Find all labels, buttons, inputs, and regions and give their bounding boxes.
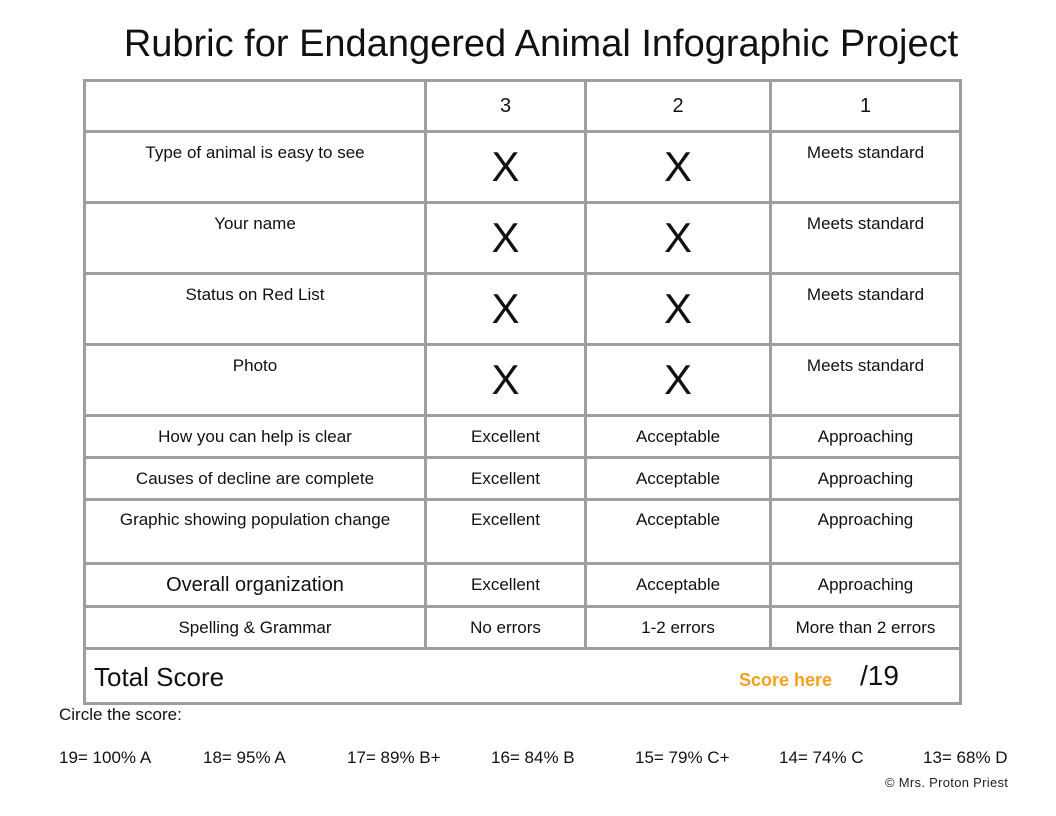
score-3-cell[interactable]: Excellent	[424, 498, 587, 565]
table-row: Overall organization Excellent Acceptabl…	[83, 562, 962, 608]
criterion-label: Spelling & Grammar	[83, 605, 427, 650]
x-mark-icon: X	[491, 356, 520, 403]
score-2-cell[interactable]: Acceptable	[584, 414, 772, 459]
header-criterion	[83, 79, 427, 133]
criterion-label: Your name	[214, 214, 296, 233]
score-2-cell[interactable]: Acceptable	[584, 456, 772, 501]
header-score-3: 3	[424, 79, 587, 133]
page-title: Rubric for Endangered Animal Infographic…	[123, 23, 959, 65]
table-row: How you can help is clear Excellent Acce…	[83, 414, 962, 459]
score-3-cell[interactable]: X	[424, 130, 587, 204]
criterion-label: Graphic showing population change	[119, 510, 391, 529]
circle-instruction: Circle the score:	[59, 705, 182, 724]
criterion-label: Photo	[232, 356, 278, 375]
score-2-cell[interactable]: X	[584, 130, 772, 204]
score-2-text: Acceptable	[635, 510, 721, 529]
score-1-cell[interactable]: Meets standard	[769, 272, 962, 346]
score-2-cell[interactable]: X	[584, 343, 772, 417]
total-score-container: Total Score Score here /19	[86, 650, 959, 702]
score-2-cell[interactable]: Acceptable	[584, 498, 772, 565]
x-mark-icon: X	[491, 285, 520, 332]
grade-option[interactable]: 16= 84% B	[491, 748, 575, 767]
score-input-placeholder[interactable]: Score here	[739, 670, 833, 690]
score-1-cell[interactable]: Approaching	[769, 498, 962, 565]
grade-option[interactable]: 13= 68% D	[923, 748, 1008, 767]
criterion-label: How you can help is clear	[83, 414, 427, 459]
header-score-1: 1	[769, 79, 962, 133]
score-3-cell[interactable]: X	[424, 343, 587, 417]
table-row: Your name X X Meets standard	[83, 201, 962, 275]
score-2-cell[interactable]: 1-2 errors	[584, 605, 772, 650]
x-mark-icon: X	[663, 214, 692, 261]
total-score-label: Total Score	[94, 662, 225, 692]
x-mark-icon: X	[491, 214, 520, 261]
score-1-cell[interactable]: Meets standard	[769, 343, 962, 417]
x-mark-icon: X	[491, 143, 520, 190]
criterion-label: Causes of decline are complete	[83, 456, 427, 501]
x-mark-icon: X	[663, 285, 692, 332]
score-1-cell[interactable]: More than 2 errors	[769, 605, 962, 650]
criterion-label: Type of animal is easy to see	[145, 143, 365, 162]
grading-scale: 19= 100% A 18= 95% A 17= 89% B+ 16= 84% …	[0, 748, 1056, 770]
score-2-cell[interactable]: X	[584, 201, 772, 275]
score-3-cell[interactable]: Excellent	[424, 562, 587, 608]
score-1-cell[interactable]: Meets standard	[769, 201, 962, 275]
total-score-row: Total Score Score here /19	[83, 647, 962, 705]
grade-option[interactable]: 17= 89% B+	[347, 748, 441, 767]
score-3-cell[interactable]: X	[424, 201, 587, 275]
score-2-cell[interactable]: Acceptable	[584, 562, 772, 608]
table-row: Spelling & Grammar No errors 1-2 errors …	[83, 605, 962, 650]
score-1-text: Meets standard	[806, 285, 925, 304]
score-max: /19	[860, 660, 899, 691]
grade-option[interactable]: 14= 74% C	[779, 748, 864, 767]
score-3-cell[interactable]: X	[424, 272, 587, 346]
header-score-2: 2	[584, 79, 772, 133]
table-row: Status on Red List X X Meets standard	[83, 272, 962, 346]
table-row: Graphic showing population change Excell…	[83, 498, 962, 565]
table-row: Photo X X Meets standard	[83, 343, 962, 417]
rubric-table: 3 2 1 Type of animal is easy to see X X …	[83, 79, 962, 705]
score-1-text: Meets standard	[806, 214, 925, 233]
score-1-text: Meets standard	[806, 356, 925, 375]
score-1-text: Approaching	[817, 510, 914, 529]
score-1-cell[interactable]: Meets standard	[769, 130, 962, 204]
criterion-label: Status on Red List	[185, 285, 325, 304]
score-1-text: Meets standard	[806, 143, 925, 162]
table-row: Type of animal is easy to see X X Meets …	[83, 130, 962, 204]
header-row: 3 2 1	[83, 79, 962, 133]
score-3-cell[interactable]: Excellent	[424, 414, 587, 459]
copyright-notice: © Mrs. Proton Priest	[885, 775, 1009, 790]
score-3-cell[interactable]: No errors	[424, 605, 587, 650]
score-1-cell[interactable]: Approaching	[769, 562, 962, 608]
table-row: Causes of decline are complete Excellent…	[83, 456, 962, 501]
score-2-cell[interactable]: X	[584, 272, 772, 346]
grade-option[interactable]: 15= 79% C+	[635, 748, 730, 767]
x-mark-icon: X	[663, 143, 692, 190]
grade-option[interactable]: 18= 95% A	[203, 748, 286, 767]
grade-option[interactable]: 19= 100% A	[59, 748, 152, 767]
score-3-text: Excellent	[471, 510, 540, 529]
x-mark-icon: X	[663, 356, 692, 403]
criterion-label: Overall organization	[83, 562, 427, 608]
score-3-cell[interactable]: Excellent	[424, 456, 587, 501]
score-1-cell[interactable]: Approaching	[769, 414, 962, 459]
score-1-cell[interactable]: Approaching	[769, 456, 962, 501]
